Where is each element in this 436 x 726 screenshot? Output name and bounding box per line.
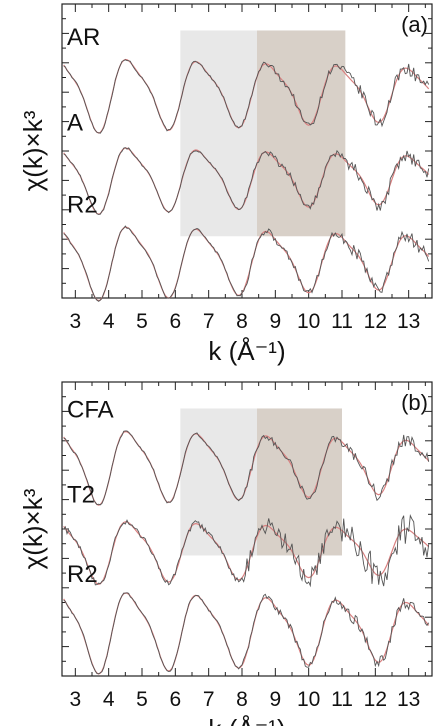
x-tick-label: 5 xyxy=(136,688,148,711)
trace-label-r2: R2 xyxy=(67,561,98,588)
x-tick-label: 12 xyxy=(364,310,387,333)
data-curve-ar xyxy=(63,59,430,134)
x-tick-label: 11 xyxy=(331,688,353,711)
x-tick-label: 13 xyxy=(397,310,420,333)
data-curve-a xyxy=(63,147,430,215)
x-tick-label: 10 xyxy=(297,310,320,333)
x-tick-label: 12 xyxy=(364,688,387,711)
x-tick-label: 3 xyxy=(69,688,81,711)
x-axis-title: k (Å⁻¹) xyxy=(208,336,285,366)
trace-label-t2: T2 xyxy=(67,482,95,509)
data-curve-r2 xyxy=(63,592,430,675)
data-curve-cfa xyxy=(63,430,430,506)
x-tick-label: 8 xyxy=(236,310,248,333)
data-curve-r2 xyxy=(63,225,430,302)
data-curve-t2 xyxy=(63,513,430,588)
x-tick-label: 9 xyxy=(269,310,281,333)
x-tick-label: 6 xyxy=(169,310,181,333)
trace-label-cfa: CFA xyxy=(67,396,114,423)
y-axis-title: χ(k)×k³ xyxy=(18,488,48,569)
trace-label-ar: AR xyxy=(67,24,100,51)
x-tick-label: 5 xyxy=(136,310,148,333)
x-tick-label: 9 xyxy=(269,688,281,711)
x-tick-label: 8 xyxy=(236,688,248,711)
shaded-region-2 xyxy=(257,408,342,556)
x-tick-label: 13 xyxy=(397,688,420,711)
shaded-region-1 xyxy=(180,408,257,556)
panel-label: (a) xyxy=(401,12,428,37)
x-tick-label: 7 xyxy=(203,688,215,711)
x-tick-label: 7 xyxy=(203,310,215,333)
shaded-region-1 xyxy=(180,30,257,237)
x-tick-label: 11 xyxy=(331,310,353,333)
trace-label-r2: R2 xyxy=(67,192,98,219)
x-axis-title: k (Å⁻¹) xyxy=(208,714,285,726)
panel-a: 3 4 5 6 7 8 9 10 11 12 13 AR A R2 (a) k (Å⁻¹) χ(k)×k³ xyxy=(18,3,433,366)
panel-label: (b) xyxy=(401,390,428,415)
x-tick-label: 10 xyxy=(297,688,320,711)
trace-label-a: A xyxy=(67,109,83,136)
x-tick-label: 4 xyxy=(103,310,115,333)
y-axis-title: χ(k)×k³ xyxy=(18,110,48,191)
shaded-region-2 xyxy=(257,30,346,237)
x-tick-label: 6 xyxy=(169,688,181,711)
x-tick-label: 4 xyxy=(103,688,115,711)
x-tick-label: 3 xyxy=(69,310,81,333)
